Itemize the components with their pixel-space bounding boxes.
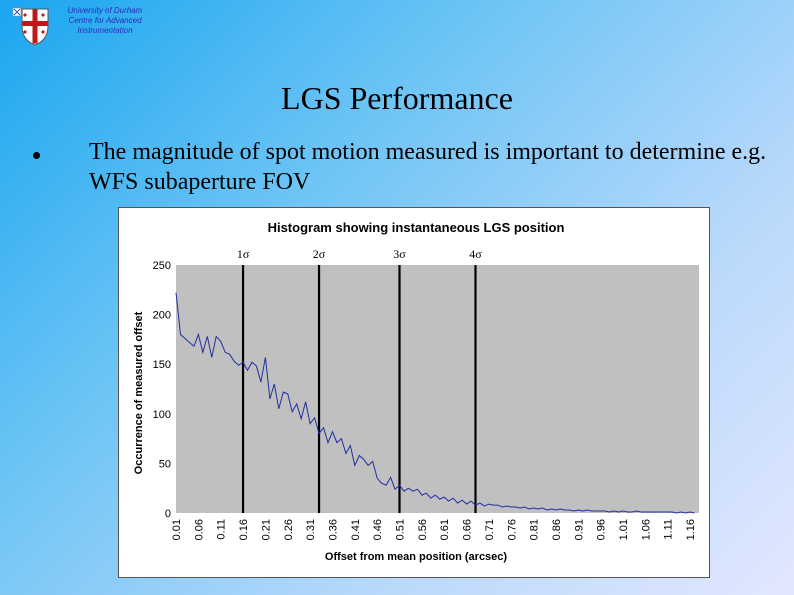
x-tick-label: 0.86 xyxy=(551,519,563,540)
x-tick-label: 0.01 xyxy=(171,519,183,540)
y-tick-label: 150 xyxy=(153,359,171,371)
x-tick-label: 0.36 xyxy=(327,519,339,540)
x-tick-label: 0.91 xyxy=(573,519,585,540)
x-axis-label: Offset from mean position (arcsec) xyxy=(325,551,507,563)
bullet-text: The magnitude of spot motion measured is… xyxy=(89,139,767,195)
x-tick-label: 0.56 xyxy=(417,519,429,540)
slide-title: LGS Performance xyxy=(281,80,513,116)
x-tick-label: 0.76 xyxy=(506,519,518,540)
x-tick-label: 0.81 xyxy=(529,519,541,540)
x-tick-label: 0.61 xyxy=(439,519,451,540)
y-tick-label: 200 xyxy=(153,310,171,322)
institution-line: Centre for Advanced xyxy=(68,16,142,25)
x-tick-label: 0.71 xyxy=(484,519,496,540)
x-tick-label: 0.31 xyxy=(305,519,317,540)
x-tick-label: 1.01 xyxy=(618,519,630,540)
sigma-label: 2σ xyxy=(313,247,326,261)
x-tick-label: 1.06 xyxy=(640,519,652,540)
y-tick-label: 100 xyxy=(153,409,171,421)
institution-name: University of Durham Centre for Advanced… xyxy=(50,6,160,36)
university-crest-icon xyxy=(12,7,49,46)
x-tick-label: 0.51 xyxy=(395,519,407,540)
sigma-label: 4σ xyxy=(469,247,482,261)
x-tick-label: 0.26 xyxy=(283,519,295,540)
x-tick-label: 0.11 xyxy=(216,519,228,540)
histogram-chart: Histogram showing instantaneous LGS posi… xyxy=(133,220,699,563)
x-tick-label: 0.21 xyxy=(260,519,272,540)
x-tick-label: 0.46 xyxy=(372,519,384,540)
series-line xyxy=(175,292,695,514)
x-tick-label: 0.16 xyxy=(238,519,250,540)
sigma-label: 3σ xyxy=(393,247,406,261)
institution-line: University of Durham xyxy=(67,6,143,15)
x-tick-label: 1.11 xyxy=(663,519,675,540)
x-tick-label: 0.41 xyxy=(350,519,362,540)
chart-container: Histogram showing instantaneous LGS posi… xyxy=(118,207,710,578)
x-tick-label: 0.66 xyxy=(462,519,474,540)
x-tick-label: 0.06 xyxy=(193,519,205,540)
x-tick-label: 1.16 xyxy=(685,519,697,540)
y-axis-label: Occurrence of measured offset xyxy=(133,311,145,474)
bullet-dot xyxy=(33,152,40,159)
plot-area xyxy=(176,265,699,513)
x-tick-label: 0.96 xyxy=(596,519,608,540)
chart-title: Histogram showing instantaneous LGS posi… xyxy=(268,220,565,235)
sigma-label: 1σ xyxy=(237,247,250,261)
y-tick-label: 250 xyxy=(153,260,171,272)
y-tick-label: 50 xyxy=(159,458,171,470)
y-tick-label: 0 xyxy=(165,508,171,520)
institution-line: Instrumentation xyxy=(77,26,133,35)
